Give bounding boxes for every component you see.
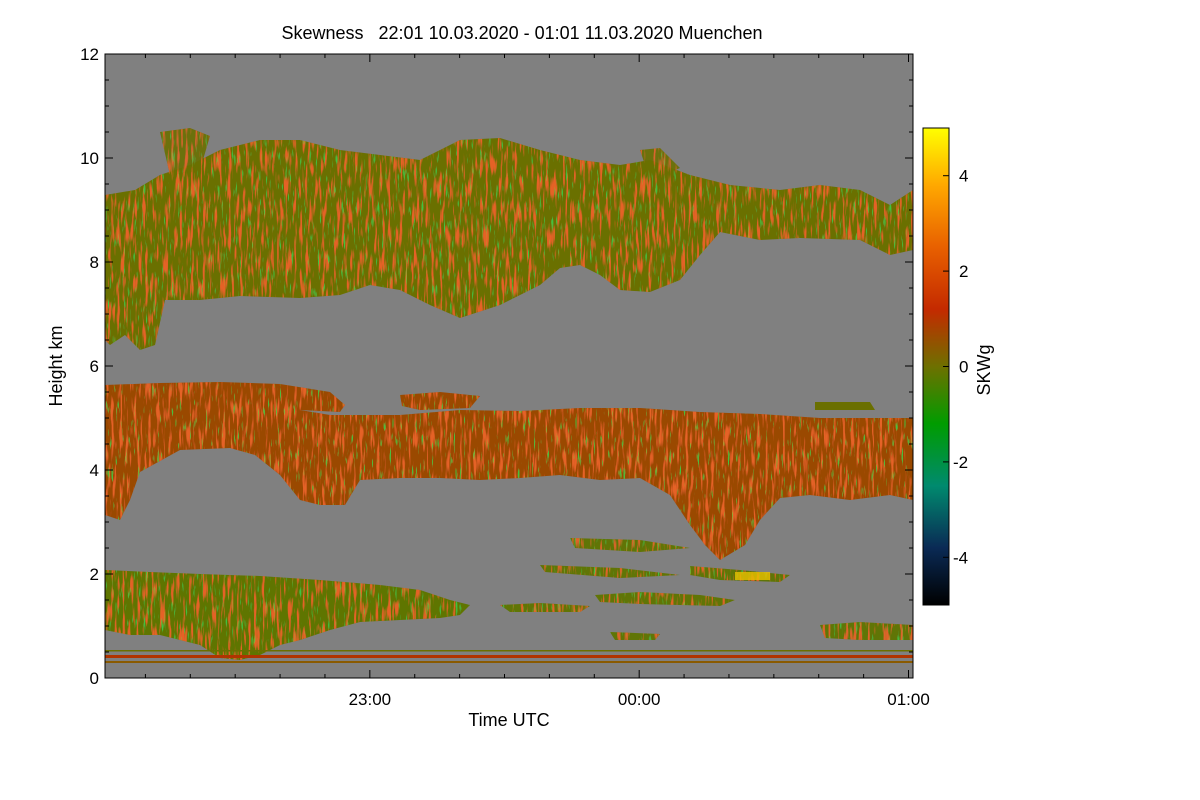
low-cloud-streaks [500, 538, 913, 640]
y-tick-label: 0 [90, 669, 99, 688]
x-tick-label: 01:00 [887, 690, 930, 709]
y-tick-label: 8 [90, 253, 99, 272]
y-tick-label: 12 [80, 45, 99, 64]
colorbar-tick-label: 0 [959, 358, 968, 377]
x-tick-label: 00:00 [618, 690, 661, 709]
colorbar-label: SKWg [974, 344, 994, 395]
y-axis: 0 2 4 6 8 10 12 [80, 45, 913, 688]
y-tick-label: 4 [90, 461, 99, 480]
y-tick-label: 6 [90, 357, 99, 376]
heatmap-layers [105, 128, 913, 663]
colorbar-axis: -4 -2 0 2 4 [943, 167, 968, 567]
mid-cloud-patch [400, 392, 480, 410]
y-tick-label: 10 [80, 149, 99, 168]
mid-cloud-layer [105, 382, 913, 560]
colorbar-tick-label: -2 [953, 453, 968, 472]
mid-cloud-thin [815, 402, 875, 410]
x-axis: 23:00 00:00 01:00 [144, 54, 930, 709]
surface-band-3 [105, 650, 913, 652]
surface-band-2 [105, 661, 913, 663]
y-tick-label: 2 [90, 565, 99, 584]
colorbar-tick-label: -4 [953, 548, 968, 567]
yellow-highlight [735, 572, 770, 580]
x-axis-label: Time UTC [468, 710, 549, 730]
low-cloud-layer [105, 570, 470, 660]
colorbar-tick-label: 4 [959, 167, 968, 186]
chart-title: Skewness 22:01 10.03.2020 - 01:01 11.03.… [281, 23, 762, 43]
y-axis-label: Height km [46, 325, 66, 406]
upper-cloud-layer [105, 138, 913, 350]
x-tick-label: 23:00 [349, 690, 392, 709]
colorbar-tick-label: 2 [959, 262, 968, 281]
surface-band [105, 655, 913, 658]
